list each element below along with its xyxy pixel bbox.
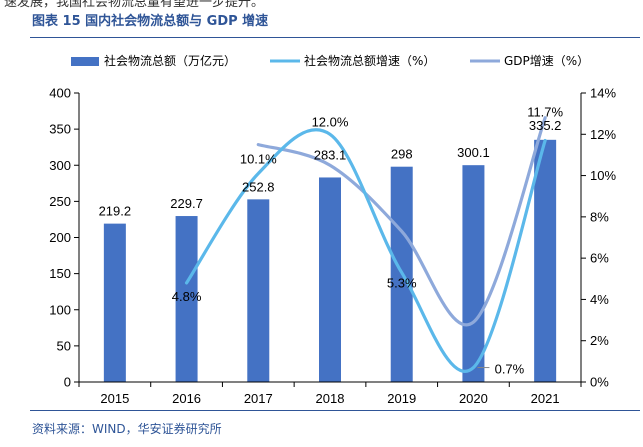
title-divider	[30, 37, 640, 38]
bar	[247, 199, 270, 382]
legend-bar-swatch	[71, 57, 99, 66]
gdp-growth-line	[256, 116, 547, 327]
right-axis-tick-label: 12%	[590, 127, 616, 142]
x-axis: 2015 2016 2017 2018 2019 2020 2021	[78, 381, 582, 406]
x-axis-tick-label: 2018	[316, 391, 345, 406]
x-axis-tick-label: 2020	[459, 391, 488, 406]
bar	[103, 223, 126, 382]
growth-value-label: 12.0%	[312, 114, 349, 129]
growth-value-label: 5.3%	[387, 276, 417, 291]
bar-value-label: 229.7	[170, 196, 203, 211]
bar-series	[103, 139, 557, 382]
x-axis-tick-label: 2015	[100, 391, 129, 406]
left-axis-tick-label: 200	[49, 230, 71, 245]
legend-label-growth: 社会物流总额增速（%）	[304, 53, 435, 68]
left-axis-tick-label: 350	[49, 122, 71, 137]
bar-value-label: 219.2	[99, 204, 132, 219]
left-axis-tick-label: 250	[49, 194, 71, 209]
left-axis-tick-label: 50	[57, 338, 71, 353]
left-axis-tick-label: 300	[49, 158, 71, 173]
left-axis-tick-label: 100	[49, 302, 71, 317]
legend-label-gdp: GDP增速（%）	[504, 54, 589, 68]
footer-divider	[30, 410, 640, 411]
bar-value-label: 335.2	[529, 118, 562, 133]
right-axis-tick-label: 4%	[590, 292, 609, 307]
data-labels: 219.2 229.7 252.8 283.1 298 300.1 335.2 4.8% 10.…	[99, 104, 564, 376]
figure-title: 图表 15 国内社会物流总额与 GDP 增速	[32, 14, 269, 29]
bar-value-label: 283.1	[314, 147, 347, 162]
bar-value-label: 300.1	[457, 145, 490, 160]
x-axis-tick-label: 2017	[244, 391, 273, 406]
x-axis-tick-label: 2019	[387, 391, 416, 406]
right-axis-tick-label: 0%	[590, 375, 609, 390]
bar-value-label: 252.8	[242, 179, 275, 194]
preceding-paragraph-text: 速发展，我国社会物流总量有望进一步提升。	[4, 0, 265, 10]
x-axis-tick-label: 2021	[531, 391, 560, 406]
right-y-axis: 0% 2% 4% 6% 8% 10% 12% 14%	[580, 86, 616, 390]
left-axis-tick-label: 400	[49, 86, 71, 101]
growth-value-label: 0.7%	[495, 362, 525, 377]
source-note: 资料来源：WIND，华安证券研究所	[32, 422, 222, 436]
right-axis-tick-label: 8%	[590, 209, 609, 224]
bar	[175, 216, 198, 382]
line-series	[184, 116, 547, 373]
right-axis-tick-label: 10%	[590, 168, 616, 183]
growth-value-label: 10.1%	[240, 152, 277, 167]
x-axis-tick-label: 2016	[172, 391, 201, 406]
left-axis-tick-label: 150	[49, 266, 71, 281]
bar	[534, 139, 557, 382]
bar	[319, 177, 341, 382]
left-y-axis: 0 50 100 150 200 250 300 350 400	[49, 86, 80, 390]
growth-value-label: 4.8%	[172, 289, 202, 304]
bar-value-label: 298	[391, 147, 413, 162]
right-axis-tick-label: 14%	[590, 86, 616, 101]
left-axis-tick-label: 0	[64, 375, 71, 390]
right-axis-tick-label: 6%	[590, 251, 609, 266]
legend-label-total: 社会物流总额（万亿元）	[104, 53, 236, 68]
chart-legend: 社会物流总额（万亿元） 社会物流总额增速（%） GDP增速（%）	[71, 53, 589, 68]
logistics-growth-line	[184, 128, 547, 373]
right-axis-tick-label: 2%	[590, 333, 609, 348]
growth-value-label: 11.7%	[527, 104, 563, 119]
bar	[462, 165, 485, 382]
